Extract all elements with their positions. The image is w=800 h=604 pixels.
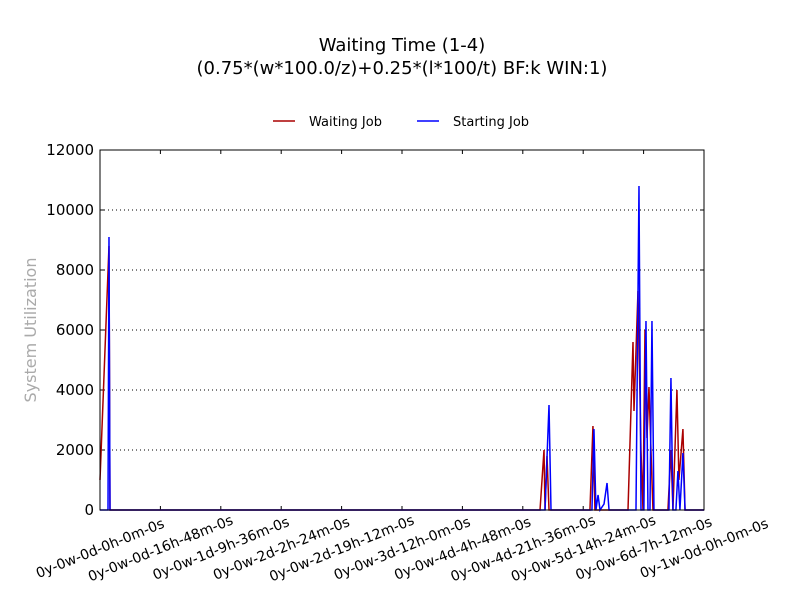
y-axis-label: System Utilization [21, 258, 40, 403]
y-tick-label: 6000 [56, 321, 94, 339]
chart-title: Waiting Time (1-4) [319, 35, 486, 56]
y-tick-label: 8000 [56, 261, 94, 279]
chart-subtitle: (0.75*(w*100.0/z)+0.25*(l*100/t) BF:k WI… [197, 58, 608, 79]
legend-label: Waiting Job [309, 115, 382, 130]
y-tick-label: 10000 [46, 201, 94, 219]
legend-label: Starting Job [453, 115, 529, 130]
y-tick-label: 2000 [56, 441, 94, 459]
y-tick-label: 0 [84, 501, 94, 519]
plot-frame [99, 149, 705, 511]
y-tick-label: 4000 [56, 381, 94, 399]
y-tick-label: 12000 [46, 141, 94, 159]
